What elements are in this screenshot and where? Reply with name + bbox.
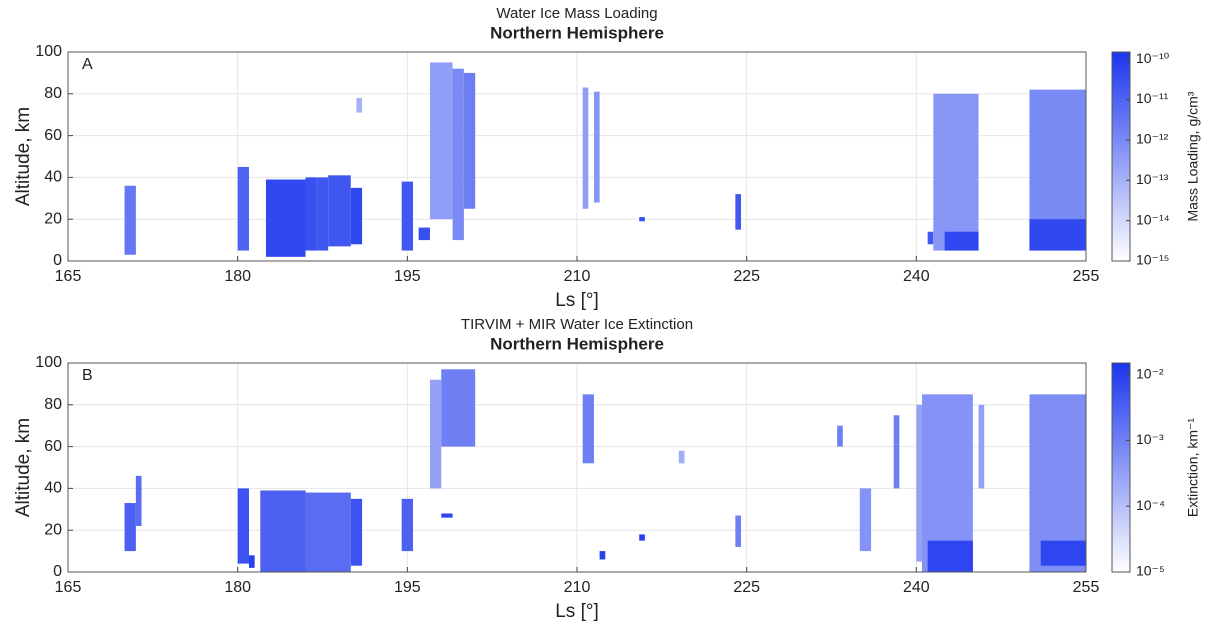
colorbar-tick-label: 10⁻¹³ bbox=[1136, 171, 1169, 187]
y-tick-label: 60 bbox=[44, 438, 62, 455]
x-tick-label: 240 bbox=[903, 579, 930, 596]
chart-title: TIRVIM + MIR Water Ice Extinction bbox=[461, 316, 693, 333]
heatmap-cell bbox=[248, 555, 255, 568]
y-axis-label: Altitude, km bbox=[13, 418, 34, 517]
heatmap-cell bbox=[316, 177, 329, 251]
heatmap-cell bbox=[401, 181, 413, 251]
x-tick-label: 210 bbox=[564, 268, 591, 285]
heatmap-cell bbox=[441, 369, 476, 447]
y-tick-label: 80 bbox=[44, 396, 62, 413]
heatmap-cell bbox=[260, 490, 306, 572]
heatmap-cell bbox=[135, 475, 142, 527]
y-tick-label: 0 bbox=[53, 563, 62, 580]
x-tick-label: 225 bbox=[733, 579, 760, 596]
colorbar-tick-label: 10⁻¹⁰ bbox=[1136, 50, 1170, 66]
y-tick-label: 100 bbox=[35, 43, 62, 60]
heatmap-cell bbox=[978, 404, 985, 489]
colorbar bbox=[1111, 51, 1131, 262]
y-tick-label: 20 bbox=[44, 521, 62, 538]
heatmap-cell bbox=[1029, 219, 1086, 251]
heatmap-cell bbox=[418, 227, 430, 241]
x-tick-label: 180 bbox=[224, 268, 251, 285]
chart-title: Water Ice Mass Loading bbox=[496, 5, 657, 22]
heatmap-cell bbox=[237, 166, 249, 251]
x-tick-label: 180 bbox=[224, 579, 251, 596]
heatmap-cell bbox=[124, 503, 136, 552]
heatmap-cell bbox=[916, 404, 922, 562]
colorbar-tick-label: 10⁻⁵ bbox=[1136, 563, 1165, 579]
y-tick-label: 40 bbox=[44, 169, 62, 186]
heatmap-cell bbox=[452, 68, 464, 241]
panel-label: B bbox=[82, 367, 93, 384]
colorbar-label: Mass Loading, g/cm³ bbox=[1185, 91, 1201, 221]
x-axis-label: Ls [°] bbox=[555, 290, 599, 311]
heatmap-cell bbox=[933, 93, 979, 251]
heatmap-cell bbox=[639, 534, 645, 541]
colorbar-tick-label: 10⁻¹⁵ bbox=[1136, 252, 1169, 268]
colorbar-tick-label: 10⁻¹⁴ bbox=[1136, 211, 1170, 227]
heatmap-cell bbox=[599, 551, 606, 560]
heatmap-cell bbox=[735, 194, 742, 230]
colorbar-tick-label: 10⁻¹¹ bbox=[1136, 90, 1169, 106]
y-tick-label: 40 bbox=[44, 480, 62, 497]
plot-frame bbox=[67, 362, 1087, 573]
heatmap-cell bbox=[429, 62, 453, 220]
heatmap-cell bbox=[735, 515, 742, 547]
y-tick-label: 100 bbox=[35, 354, 62, 371]
colorbar-tick-label: 10⁻⁴ bbox=[1136, 497, 1165, 513]
colorbar-label: Extinction, km⁻¹ bbox=[1185, 418, 1201, 518]
x-tick-label: 225 bbox=[733, 268, 760, 285]
heatmap-cell bbox=[582, 394, 594, 464]
chart-subtitle: Northern Hemisphere bbox=[490, 23, 664, 42]
x-axis-label: Ls [°] bbox=[555, 601, 599, 622]
x-tick-label: 195 bbox=[394, 268, 421, 285]
heatmap-cell bbox=[429, 379, 442, 489]
heatmap-cell bbox=[837, 425, 843, 447]
colorbar bbox=[1111, 362, 1131, 573]
heatmap-cell bbox=[356, 97, 363, 113]
panel-label: A bbox=[82, 56, 93, 73]
heatmap-cell bbox=[401, 498, 413, 552]
colorbar-tick-label: 10⁻² bbox=[1136, 365, 1164, 381]
x-tick-label: 255 bbox=[1073, 579, 1100, 596]
x-tick-label: 210 bbox=[564, 579, 591, 596]
x-tick-label: 240 bbox=[903, 268, 930, 285]
heatmap-cell bbox=[124, 185, 136, 255]
y-tick-label: 60 bbox=[44, 127, 62, 144]
heatmap-cell bbox=[441, 513, 453, 518]
heatmap-cell bbox=[305, 492, 351, 572]
heatmap-cell bbox=[582, 87, 589, 209]
x-tick-label: 165 bbox=[55, 579, 82, 596]
heatmap-cell bbox=[1040, 540, 1086, 566]
plot-frame bbox=[67, 51, 1087, 262]
x-tick-label: 195 bbox=[394, 579, 421, 596]
heatmap-cell bbox=[463, 72, 476, 209]
chart-subtitle: Northern Hemisphere bbox=[490, 334, 664, 353]
colorbar-tick-label: 10⁻³ bbox=[1136, 431, 1164, 447]
heatmap-cell bbox=[305, 177, 317, 251]
colorbar-tick-label: 10⁻¹² bbox=[1136, 131, 1169, 147]
y-tick-label: 20 bbox=[44, 210, 62, 227]
heatmap-cell bbox=[237, 488, 249, 564]
y-axis-label: Altitude, km bbox=[13, 107, 34, 206]
x-tick-label: 255 bbox=[1073, 268, 1100, 285]
heatmap-cell bbox=[265, 179, 306, 257]
heatmap-cell bbox=[350, 498, 363, 566]
heatmap-cell bbox=[859, 488, 872, 552]
heatmap-cell bbox=[944, 231, 979, 251]
heatmap-cell bbox=[893, 415, 900, 489]
heatmap-cell bbox=[350, 187, 363, 245]
heatmap-cell bbox=[639, 217, 645, 222]
heatmap-cell bbox=[593, 91, 600, 203]
heatmap-cell bbox=[927, 231, 934, 245]
heatmap-cell bbox=[328, 175, 351, 247]
heatmap-cell bbox=[678, 450, 685, 464]
y-tick-label: 80 bbox=[44, 85, 62, 102]
heatmap-cell bbox=[927, 540, 973, 572]
y-tick-label: 0 bbox=[53, 252, 62, 269]
x-tick-label: 165 bbox=[55, 268, 82, 285]
